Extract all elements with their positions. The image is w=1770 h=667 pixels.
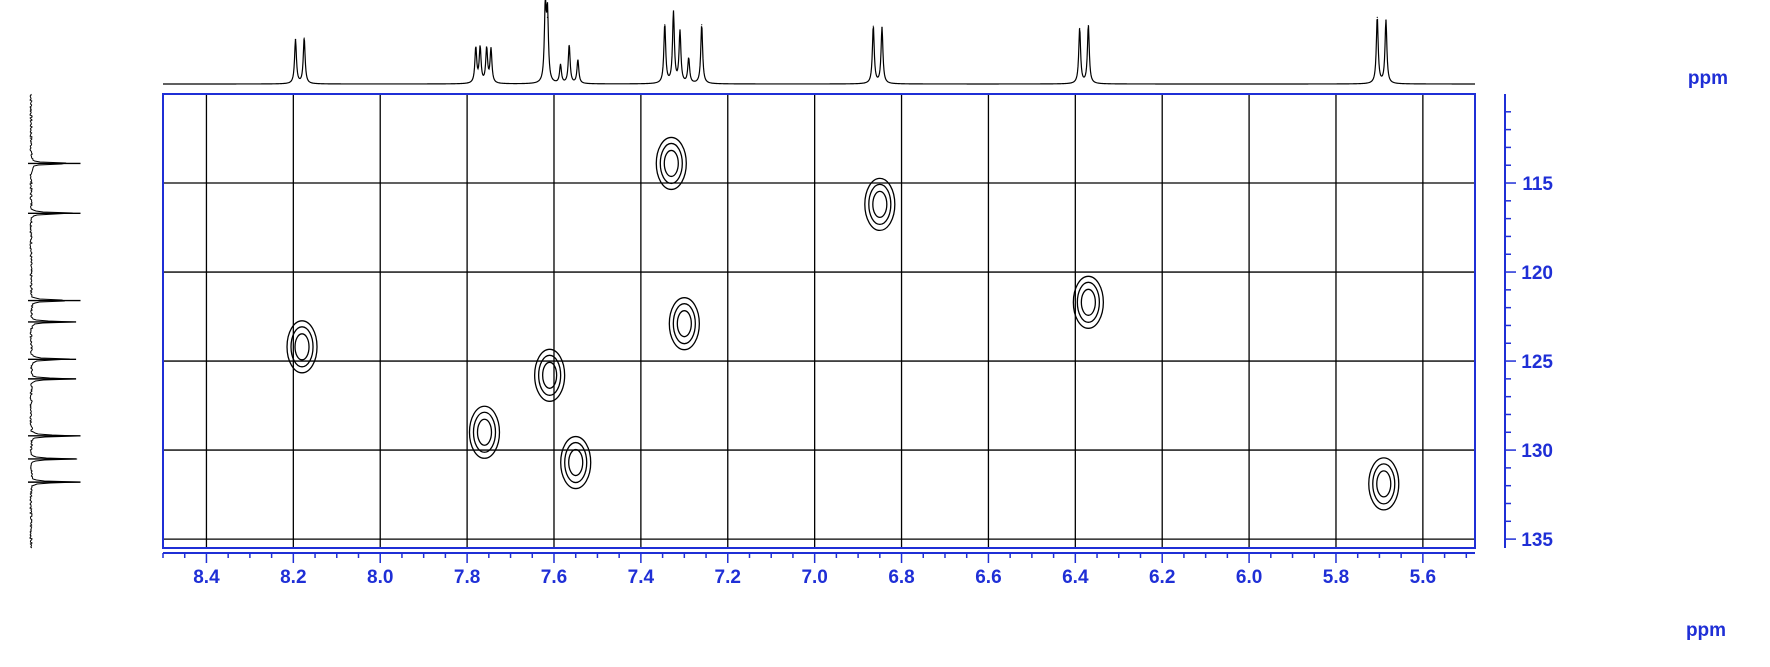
cross-peak (560, 435, 592, 490)
x-tick-label: 7.2 (715, 567, 741, 588)
contour-ring (568, 448, 584, 477)
contour-ring (659, 142, 683, 185)
x-tick-label: 7.8 (454, 567, 480, 588)
contour-ring (286, 320, 318, 374)
contour-ring (872, 190, 888, 219)
proton-peak (475, 47, 477, 50)
carbon-projection-trace (28, 93, 81, 549)
proton-peak (679, 31, 681, 33)
contour-ring (290, 326, 314, 368)
proton-peak (544, 9, 546, 11)
contour-ring (864, 177, 896, 232)
proton-peak (701, 24, 703, 26)
x-tick-label: 7.4 (628, 567, 655, 588)
proton-peak (1087, 24, 1089, 27)
cross-peak (1072, 275, 1105, 329)
contour-ring (476, 418, 493, 446)
contour-ring (560, 435, 592, 490)
cross-peak (668, 297, 700, 351)
proton-peak (1385, 19, 1387, 21)
contour-ring (1080, 288, 1097, 316)
x-tick-label: 7.0 (801, 567, 827, 588)
proton-trace-line (163, 0, 1475, 85)
contour-ring (537, 354, 562, 396)
x-tick-label: 6.0 (1236, 567, 1262, 588)
contour-ring (1368, 457, 1400, 511)
proton-peak (664, 24, 666, 26)
grid-lines (163, 94, 1475, 548)
carbon-trace-line (29, 93, 80, 549)
proton-peak (1376, 16, 1378, 18)
proton-peak (688, 58, 690, 60)
contour-ring (668, 297, 700, 351)
cross-peaks (286, 136, 1400, 511)
y-axis-unit-label: ppm (1688, 68, 1728, 89)
y-tick-label: 135 (1521, 530, 1553, 551)
contour-ring (533, 348, 566, 402)
proton-peak (294, 39, 297, 41)
contour-ring (472, 411, 497, 453)
contour-ring (676, 310, 692, 338)
x-tick-label: 5.8 (1323, 567, 1349, 588)
x-tick-label: 6.2 (1149, 567, 1175, 588)
x-tick-label: 8.2 (280, 567, 306, 588)
cross-peak (655, 136, 687, 191)
proton-peak (303, 37, 305, 39)
cross-peak (286, 320, 318, 374)
y-tick-label: 130 (1521, 441, 1553, 462)
axes: 8.4 8.2 8.0 7.8 7.6 7.4 7.2 7.0 6.8 6.6 6.4 6.2 6.0 5… (162, 94, 1553, 588)
contour-ring (468, 405, 501, 459)
contour-ring (663, 149, 679, 178)
x-tick-label: 6.4 (1062, 567, 1089, 588)
proton-peak (486, 48, 488, 50)
proton-peak (568, 44, 570, 47)
proton-peak (490, 49, 492, 51)
x-tick-label: 8.4 (193, 567, 220, 588)
proton-peak (672, 12, 675, 14)
x-tick-label: 7.6 (541, 567, 567, 588)
proton-peak (577, 59, 579, 61)
proton-peak (479, 47, 481, 50)
proton-peak (872, 25, 874, 27)
cross-peak (864, 177, 896, 232)
contour-ring (1072, 275, 1105, 329)
contour-ring (1076, 281, 1101, 323)
proton-peak (1079, 27, 1081, 30)
contour-ring (655, 136, 687, 191)
cross-peak (468, 405, 501, 459)
proton-peak (559, 64, 562, 67)
cross-peak (533, 348, 566, 402)
contour-ring (868, 183, 892, 226)
x-tick-label: 6.8 (888, 567, 914, 588)
contour-ring (1376, 470, 1392, 498)
proton-peak (546, 16, 549, 18)
contour-ring (1372, 463, 1396, 505)
contour-ring (541, 361, 558, 389)
x-tick-label: 5.6 (1410, 567, 1436, 588)
plot-frame (162, 93, 1476, 549)
y-tick-label: 115 (1522, 174, 1553, 195)
contour-ring (294, 333, 310, 361)
y-tick-label: 125 (1521, 352, 1553, 373)
x-axis-unit-label: ppm (1686, 620, 1726, 641)
cross-peak (1368, 457, 1400, 511)
y-tick-label: 120 (1521, 263, 1553, 284)
x-tick-label: 8.0 (367, 567, 393, 588)
contour-ring (564, 441, 588, 484)
proton-projection-trace (163, 0, 1475, 85)
proton-peak (881, 27, 883, 29)
contour-ring (672, 303, 696, 345)
x-tick-label: 6.6 (975, 567, 1001, 588)
